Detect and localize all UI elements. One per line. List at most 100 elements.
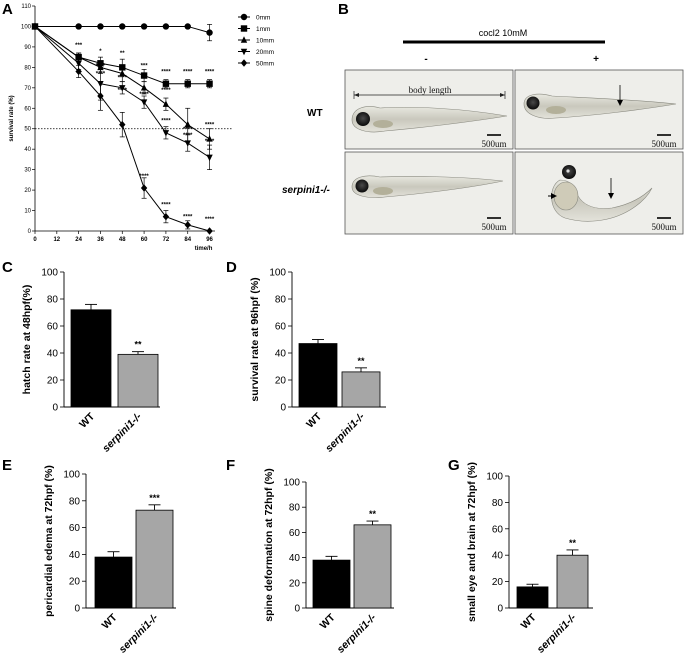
bar-1: [556, 554, 589, 609]
y-tick-label: 80: [69, 496, 81, 507]
y-tick-label: 60: [24, 106, 31, 112]
significance-marker: ****: [205, 217, 215, 223]
category-label: serpini1-/-: [117, 611, 161, 655]
significance-marker: **: [357, 356, 365, 366]
category-label: serpini1-/-: [100, 410, 144, 454]
pericardial-edema-bar-chart: 0 20 40 60 80 100 WT *** serpini1-/- pericardial …: [43, 465, 176, 656]
y-axis-label: survival rate (%): [9, 95, 15, 141]
y-tick-label: 40: [289, 553, 301, 564]
body-length-label: body length: [409, 85, 452, 95]
significance-marker: ****: [205, 123, 215, 129]
data-point-20mm: [75, 60, 82, 67]
y-tick-label: 100: [283, 478, 300, 489]
x-tick-label: 96: [206, 237, 213, 243]
bar-1: [353, 524, 392, 609]
y-tick-label: 60: [492, 524, 504, 535]
data-point-50mm: [119, 120, 126, 129]
bar-0: [312, 559, 351, 609]
survival-rate-bar-chart: 0 20 40 60 80 100 WT ** serpini1-/- survival rate…: [249, 268, 386, 455]
y-tick-label: 100: [486, 472, 503, 483]
x-tick-label: 12: [53, 237, 60, 243]
x-tick-label: 24: [75, 237, 82, 243]
data-point-10mm: [140, 84, 148, 91]
minus-label: -: [424, 54, 427, 65]
y-tick-label: 30: [24, 168, 31, 174]
x-tick-label: 0: [33, 237, 37, 243]
category-label: serpini1-/-: [535, 611, 579, 655]
significance-marker: ****: [183, 70, 193, 76]
y-tick-label: 100: [269, 268, 286, 279]
significance-marker: **: [369, 509, 377, 519]
scale-bar-label-2: 500um: [651, 139, 676, 149]
series-line-0mm: [35, 25, 210, 34]
significance-marker: ****: [183, 127, 193, 133]
bar-1: [135, 509, 174, 609]
x-tick-label: 84: [184, 237, 191, 243]
data-point-50mm: [140, 184, 148, 192]
data-point-50mm: [31, 22, 39, 31]
data-point-20mm: [184, 140, 191, 147]
y-tick-label: 60: [47, 322, 59, 333]
y-tick-label: 20: [289, 578, 301, 589]
y-tick-label: 40: [69, 550, 81, 561]
small-eye-brain-bar-chart: 0 20 40 60 80 100 WT ** serpini1-/- small eye and…: [466, 462, 593, 656]
x-tick-label: 36: [97, 237, 104, 243]
y-tick-label: 10: [24, 209, 31, 215]
panel-label-g: G: [448, 457, 460, 474]
y-tick-label: 60: [275, 322, 287, 333]
x-axis-label: time/h: [195, 246, 213, 252]
y-tick-label: 20: [69, 577, 81, 588]
y-tick-label: 80: [492, 498, 504, 509]
legend-marker-50mm: [240, 59, 248, 67]
significance-marker: *: [99, 49, 102, 55]
x-tick-label: 48: [119, 237, 126, 243]
bar-0: [94, 556, 133, 609]
y-axis-label: small eye and brain at 72hpf (%): [466, 462, 478, 622]
hatch-rate-bar-chart: 0 20 40 60 80 100 WT ** serpini1-/- hatch rate at…: [21, 268, 160, 455]
panel-label-d: D: [226, 259, 237, 276]
significance-marker: ****: [161, 119, 171, 125]
larva-wt-untreated: body length 500um: [351, 85, 508, 149]
series-line-50mm: [34, 26, 210, 232]
category-label: WT: [77, 410, 97, 430]
y-tick-label: 100: [63, 470, 80, 481]
significance-marker: ****: [96, 72, 106, 78]
category-label: WT: [318, 611, 338, 631]
y-tick-label: 80: [275, 295, 287, 306]
significance-marker: ****: [161, 70, 171, 76]
data-point-20mm: [162, 130, 170, 137]
scale-bar-label-4: 500um: [651, 222, 676, 232]
bar-0: [70, 309, 112, 408]
bar-0: [516, 586, 549, 609]
data-point-0mm: [206, 29, 213, 36]
significance-marker: ****: [139, 174, 149, 180]
y-tick-label: 100: [21, 24, 32, 30]
data-point-50mm: [206, 227, 213, 235]
data-point-0mm: [119, 23, 126, 30]
legend-marker-20mm: [240, 48, 248, 56]
legend-label: 1mm: [256, 26, 270, 33]
y-tick-label: 50: [24, 127, 31, 133]
y-axis-label: hatch rate at 48hpf(%): [21, 285, 33, 395]
series-line-10mm: [34, 26, 210, 140]
data-point-1mm: [206, 80, 213, 87]
data-point-10mm: [75, 53, 82, 60]
data-point-1mm: [162, 80, 170, 87]
y-tick-label: 80: [289, 503, 301, 514]
treatment-label: cocl2 10mM: [479, 28, 528, 38]
significance-marker: ****: [139, 92, 149, 98]
larva-wt-cocl2: 500um: [523, 85, 677, 149]
y-tick-label: 20: [492, 577, 504, 588]
significance-marker: **: [120, 51, 125, 57]
survival-line-chart: survival rate (%) time/h 0 10 20 30 40 50 60 70…: [9, 4, 274, 252]
x-tick-label: 60: [141, 237, 148, 243]
y-tick-label: 0: [74, 604, 80, 615]
panel-label-a: A: [2, 1, 13, 18]
data-point-1mm: [184, 80, 191, 87]
series-line-1mm: [34, 26, 210, 85]
bar-1: [341, 371, 381, 408]
significance-marker: ****: [118, 88, 128, 94]
data-point-1mm: [140, 72, 148, 79]
y-tick-label: 40: [492, 551, 504, 562]
data-point-20mm: [119, 85, 126, 92]
